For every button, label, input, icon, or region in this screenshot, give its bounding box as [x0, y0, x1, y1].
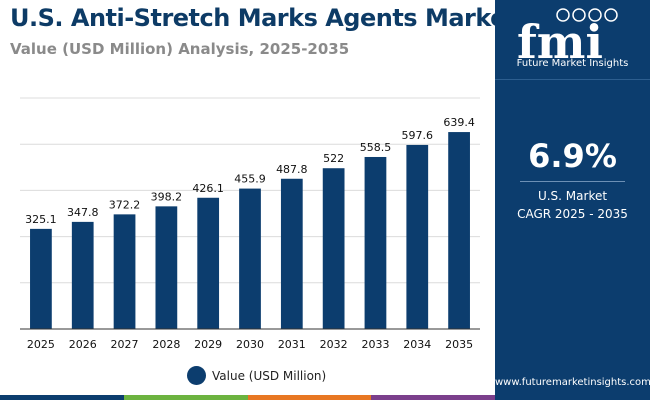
chart-title: U.S. Anti-Stretch Marks Agents Market [10, 4, 517, 32]
bottom-color-strip [0, 395, 495, 400]
cagr-separator [520, 181, 625, 182]
strip-segment [247, 395, 372, 400]
x-axis-labels: 2025 2026 2027 2028 2029 2030 2031 2032 2033 2034… [27, 338, 473, 351]
website-url: www.futuremarketinsights.com [495, 377, 650, 388]
bar [155, 206, 178, 329]
side-panel: fmi Future Market Insights 6.9% U.S. Mar… [495, 0, 650, 400]
chart-area: U.S. Anti-Stretch Marks Agents Market Va… [0, 4, 517, 400]
bar [280, 178, 303, 329]
x-tick-label: 2033 [361, 338, 389, 351]
value-label: 455.9 [234, 173, 266, 186]
value-label: 426.1 [192, 182, 224, 195]
value-label: 372.2 [109, 198, 141, 211]
bar-chart-plot: 325.1 347.8 372.2 398.2 426.1 455.9 487.8 522 55… [20, 97, 480, 351]
bar [113, 214, 136, 329]
value-label: 522 [323, 152, 344, 165]
cagr-period-label: CAGR 2025 - 2035 [517, 207, 628, 221]
fmi-logo: fmi [517, 8, 618, 69]
x-tick-label: 2027 [111, 338, 139, 351]
x-tick-label: 2026 [69, 338, 97, 351]
logo-text: fmi [517, 15, 603, 69]
x-tick-label: 2034 [403, 338, 431, 351]
strip-segment [123, 395, 248, 400]
bar [239, 188, 261, 329]
x-tick-label: 2028 [152, 338, 180, 351]
value-label: 597.6 [402, 129, 434, 142]
strip-segment [371, 395, 495, 400]
chart-subtitle: Value (USD Million) Analysis, 2025-2035 [10, 40, 350, 58]
x-tick-label: 2030 [236, 338, 264, 351]
bar [71, 221, 94, 329]
panel-divider [495, 79, 650, 80]
bar [197, 197, 220, 329]
value-label: 487.8 [276, 163, 308, 176]
x-tick-label: 2025 [27, 338, 55, 351]
bar [364, 156, 387, 329]
value-label: 398.2 [151, 190, 183, 203]
value-labels: 325.1 347.8 372.2 398.2 426.1 455.9 487.8 522 55… [25, 116, 475, 226]
brand-name: Future Market Insights [516, 58, 629, 69]
value-label: 347.8 [67, 206, 99, 219]
bars [30, 132, 470, 329]
legend-swatch [187, 366, 206, 385]
bar [30, 228, 52, 329]
cagr-value: 6.9% [528, 137, 617, 175]
strip-segment [0, 395, 124, 400]
cagr-market-label: U.S. Market [537, 189, 608, 203]
x-tick-label: 2032 [320, 338, 348, 351]
bar [406, 144, 429, 329]
x-tick-label: 2029 [194, 338, 222, 351]
legend: Value (USD Million) [187, 366, 326, 385]
x-tick-label: 2035 [445, 338, 473, 351]
x-tick-label: 2031 [278, 338, 306, 351]
value-label: 558.5 [360, 141, 392, 154]
value-label: 639.4 [443, 116, 475, 129]
legend-label: Value (USD Million) [212, 368, 327, 383]
bar [322, 168, 345, 329]
bar [448, 132, 470, 329]
value-label: 325.1 [25, 213, 57, 226]
